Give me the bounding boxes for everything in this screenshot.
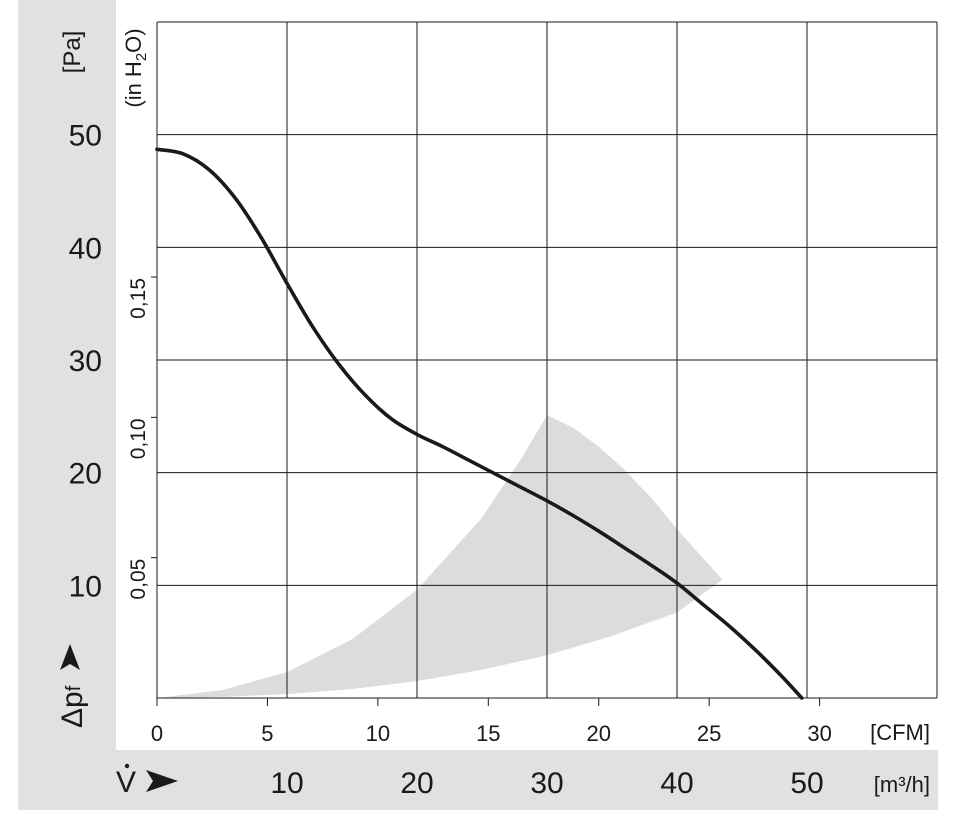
y-unit-inh2o: (in H2O) <box>121 28 150 107</box>
pa-tick-label: 50 <box>69 120 102 153</box>
inh2o-unit-tail: O) <box>121 28 146 52</box>
m3h-tick-label: 40 <box>660 767 693 800</box>
m3h-tick-label: 10 <box>270 767 303 800</box>
cfm-tick-label: 25 <box>697 721 721 746</box>
y-axis-delta-p: Δpf <box>56 685 89 728</box>
y-axis-symbol: Δpf <box>56 644 89 728</box>
inh2o-tick-labels: 0,05 0,10 0,15 <box>127 278 150 600</box>
x-axis-arrow-icon <box>146 770 178 792</box>
v-dot-icon <box>124 763 130 769</box>
cfm-tick-label: 5 <box>261 721 273 746</box>
pa-tick-label: 10 <box>69 570 102 603</box>
cfm-tick-label: 30 <box>807 721 831 746</box>
m3h-tick-label: 30 <box>530 767 563 800</box>
pa-tick-label: 40 <box>69 232 102 265</box>
operating-range-area <box>157 415 723 698</box>
left-band <box>18 0 116 810</box>
cfm-tick-labels: 0 5 10 15 20 25 30 <box>151 721 832 746</box>
inh2o-tick-label: 0,15 <box>127 278 150 319</box>
m3h-tick-labels: 10 20 30 40 50 <box>270 767 823 800</box>
grid <box>151 21 938 706</box>
cfm-tick-label: 0 <box>151 721 163 746</box>
inh2o-unit-head: (in H <box>121 61 146 107</box>
x-axis-v: V <box>116 766 136 799</box>
m3h-tick-label: 20 <box>400 767 433 800</box>
y-unit-pa: [Pa] <box>59 31 86 74</box>
m3h-tick-label: 50 <box>790 767 823 800</box>
x-unit-cfm: [CFM] <box>870 720 930 745</box>
pa-tick-label: 20 <box>69 458 102 491</box>
x-axis-symbol: V <box>116 763 178 799</box>
cfm-tick-label: 15 <box>476 721 500 746</box>
inh2o-unit-sub: 2 <box>133 53 150 61</box>
inh2o-tick-label: 0,05 <box>127 559 150 600</box>
y-axis-arrow-icon <box>60 644 80 670</box>
y-axis-subscript: f <box>63 685 85 691</box>
inh2o-tick-label: 0,10 <box>127 418 150 459</box>
cfm-tick-label: 20 <box>586 721 610 746</box>
x-unit-m3h: [m³/h] <box>874 772 930 797</box>
cfm-tick-label: 10 <box>366 721 390 746</box>
pa-tick-labels: 10 20 30 40 50 <box>69 120 102 604</box>
performance-curve <box>155 147 804 700</box>
pa-tick-label: 30 <box>69 345 102 378</box>
